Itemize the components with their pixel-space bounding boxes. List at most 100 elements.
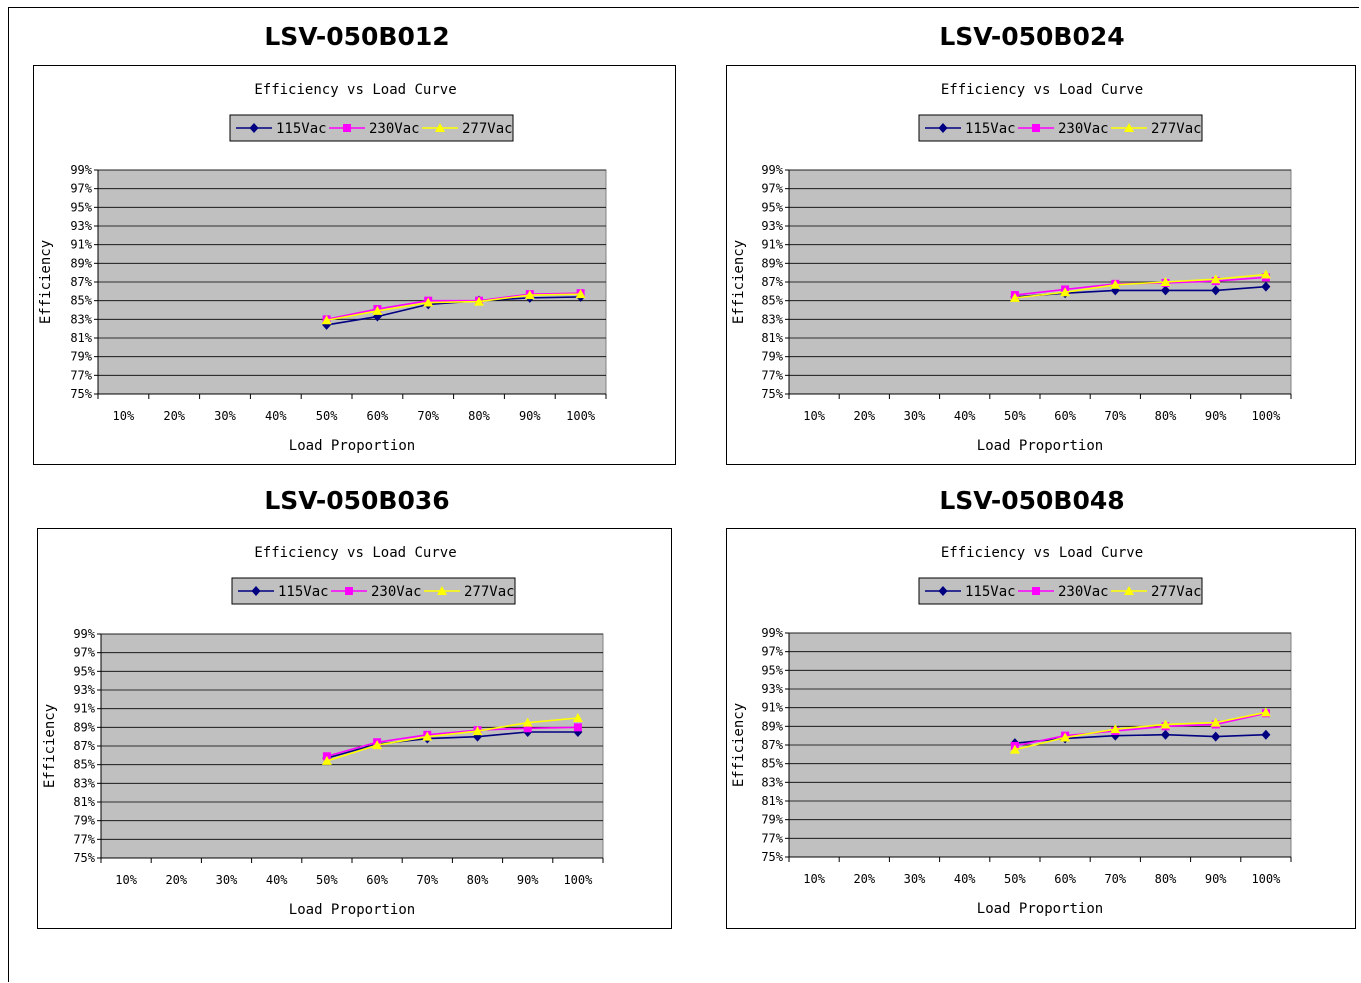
legend-marker-115Vac	[249, 123, 259, 133]
y-tick-label: 81%	[761, 794, 783, 808]
data-point-277Vac	[472, 726, 483, 736]
x-tick-label: 20%	[163, 409, 185, 423]
series-line-230Vac	[1014, 712, 1267, 747]
model-title-lsv-050b024: LSV-050B024	[939, 22, 1125, 51]
y-tick-label: 89%	[761, 719, 783, 733]
y-tick-label: 95%	[761, 200, 783, 214]
data-point-277Vac	[1060, 732, 1071, 742]
legend-marker-230Vac	[1032, 587, 1040, 595]
y-tick-label: 83%	[70, 312, 92, 326]
legend-label-115Vac: 115Vac	[278, 584, 329, 600]
data-point-277Vac	[474, 296, 484, 306]
legend-label-230Vac: 230Vac	[371, 584, 422, 600]
data-point-277Vac	[575, 289, 586, 299]
x-tick-label: 90%	[1205, 872, 1227, 886]
x-tick-label: 50%	[1004, 872, 1026, 886]
x-tick-label: 10%	[803, 872, 825, 886]
y-tick-label: 77%	[70, 368, 92, 382]
data-point-230Vac	[573, 723, 582, 732]
data-point-277Vac	[1110, 724, 1121, 734]
page-frame	[8, 7, 1359, 982]
y-tick-label: 85%	[73, 758, 95, 772]
x-tick-label: 40%	[954, 872, 976, 886]
data-point-277Vac	[522, 717, 533, 727]
y-tick-label: 87%	[70, 275, 92, 289]
legend: 115Vac 230Vac 277Vac	[918, 577, 1203, 605]
x-tick-label: 60%	[1054, 872, 1076, 886]
model-title-lsv-050b012: LSV-050B012	[264, 22, 450, 51]
y-tick-label: 79%	[761, 350, 783, 364]
efficiency-chart: Efficiency vs Load Curve 115Vac 230Vac 277V…	[38, 82, 607, 454]
y-tick-label: 91%	[70, 238, 92, 252]
x-tick-label: 30%	[904, 872, 926, 886]
y-tick-label: 81%	[73, 795, 95, 809]
data-point-277Vac	[422, 731, 433, 741]
legend-box	[231, 577, 516, 605]
legend-label-277Vac: 277Vac	[462, 121, 513, 137]
y-tick-label: 99%	[761, 163, 783, 177]
data-point-277Vac	[524, 290, 535, 300]
x-tick-label: 20%	[853, 872, 875, 886]
y-tick-label: 95%	[761, 663, 783, 677]
x-tick-label: 10%	[115, 873, 137, 887]
data-point-277Vac	[1060, 287, 1071, 297]
data-point-277Vac	[423, 297, 434, 307]
chart-panel-lsv-050b012: Efficiency vs Load Curve 115Vac 230Vac 277V…	[33, 65, 676, 465]
x-tick-label: 100%	[566, 409, 596, 423]
x-tick-label: 100%	[1251, 872, 1281, 886]
chart-panel-lsv-050b036: Efficiency vs Load Curve 115Vac 230Vac 277V…	[37, 528, 672, 929]
y-tick-label: 75%	[761, 850, 783, 864]
chart-title: Efficiency vs Load Curve	[941, 545, 1143, 561]
data-point-277Vac	[321, 315, 332, 325]
y-tick-label: 77%	[761, 831, 783, 845]
legend-label-115Vac: 115Vac	[276, 121, 327, 137]
series-line-277Vac	[326, 717, 578, 762]
legend-marker-277Vac	[1124, 123, 1134, 132]
x-tick-label: 70%	[417, 409, 439, 423]
y-tick-label: 97%	[70, 182, 92, 196]
legend-label-230Vac: 230Vac	[1058, 121, 1109, 137]
legend-label-115Vac: 115Vac	[965, 584, 1016, 600]
legend-marker-277Vac	[437, 586, 447, 595]
y-tick-label: 99%	[70, 163, 92, 177]
x-tick-label: 80%	[1155, 409, 1177, 423]
y-axis-title: Efficiency	[731, 703, 747, 787]
y-tick-label: 83%	[761, 775, 783, 789]
legend: 115Vac 230Vac 277Vac	[231, 577, 516, 605]
x-tick-label: 100%	[1251, 409, 1281, 423]
data-point-115Vac	[1211, 285, 1221, 296]
y-tick-label: 87%	[73, 739, 95, 753]
data-point-277Vac	[1210, 717, 1221, 727]
data-point-277Vac	[1160, 277, 1171, 286]
chart-title: Efficiency vs Load Curve	[254, 82, 456, 98]
data-point-277Vac	[1260, 707, 1271, 717]
data-point-277Vac	[1210, 274, 1221, 284]
y-tick-label: 93%	[761, 219, 783, 233]
y-axis-title: Efficiency	[731, 240, 747, 324]
legend-box	[918, 577, 1203, 605]
x-tick-label: 10%	[803, 409, 825, 423]
x-tick-label: 20%	[165, 873, 187, 887]
y-tick-label: 87%	[761, 275, 783, 289]
legend-marker-115Vac	[938, 586, 948, 596]
y-tick-label: 75%	[761, 387, 783, 401]
y-tick-label: 81%	[70, 331, 92, 345]
y-tick-label: 81%	[761, 331, 783, 345]
x-tick-label: 100%	[563, 873, 593, 887]
legend-label-115Vac: 115Vac	[965, 121, 1016, 137]
data-point-277Vac	[372, 740, 383, 750]
y-tick-label: 85%	[761, 757, 783, 771]
chart-panel-lsv-050b048: Efficiency vs Load Curve 115Vac 230Vac 277V…	[726, 528, 1356, 929]
x-tick-label: 90%	[519, 409, 541, 423]
x-tick-label: 20%	[853, 409, 875, 423]
series-line-277Vac	[1014, 711, 1267, 751]
legend-marker-115Vac	[938, 123, 948, 133]
data-point-115Vac	[1211, 731, 1221, 742]
y-axis-title: Efficiency	[42, 704, 58, 788]
y-tick-label: 97%	[761, 182, 783, 196]
legend: 115Vac 230Vac 277Vac	[229, 114, 514, 142]
y-tick-label: 77%	[761, 368, 783, 382]
efficiency-chart: Efficiency vs Load Curve 115Vac 230Vac 277V…	[731, 545, 1292, 917]
legend-marker-230Vac	[1032, 124, 1040, 132]
y-tick-label: 83%	[73, 776, 95, 790]
